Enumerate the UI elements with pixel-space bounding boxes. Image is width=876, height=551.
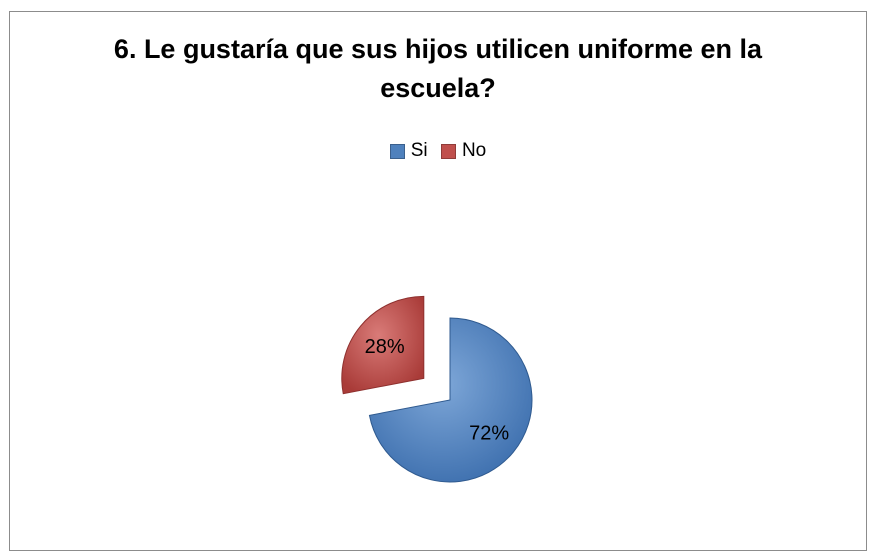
chart-title-line-1: 6. Le gustaría que sus hijos utilicen un… (113, 34, 763, 64)
legend: Si No (0, 140, 876, 165)
legend-swatch-si (389, 143, 405, 159)
chart-title: 6. Le gustaría que sus hijos utilicen un… (0, 30, 876, 108)
pie-chart: 72% 28% (341, 295, 533, 483)
data-label-si: 72% (469, 422, 509, 444)
legend-label-si: Si (410, 140, 428, 161)
pie-slice-si (368, 317, 533, 483)
legend-swatch-no (440, 143, 456, 159)
data-label-no: 28% (365, 336, 405, 358)
legend-item-no: No (440, 140, 487, 162)
chart-title-line-2: escuela? (380, 73, 496, 103)
legend-label-no: No (461, 140, 487, 161)
pie-slice-no (341, 295, 425, 395)
legend-item-si: Si (389, 140, 428, 162)
